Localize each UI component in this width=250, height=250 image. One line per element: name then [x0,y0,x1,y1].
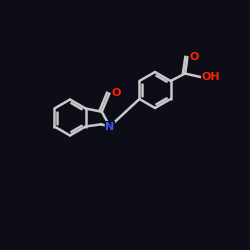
Text: OH: OH [202,72,220,82]
Text: N: N [105,122,115,132]
Text: O: O [112,88,121,98]
Text: O: O [189,52,198,62]
